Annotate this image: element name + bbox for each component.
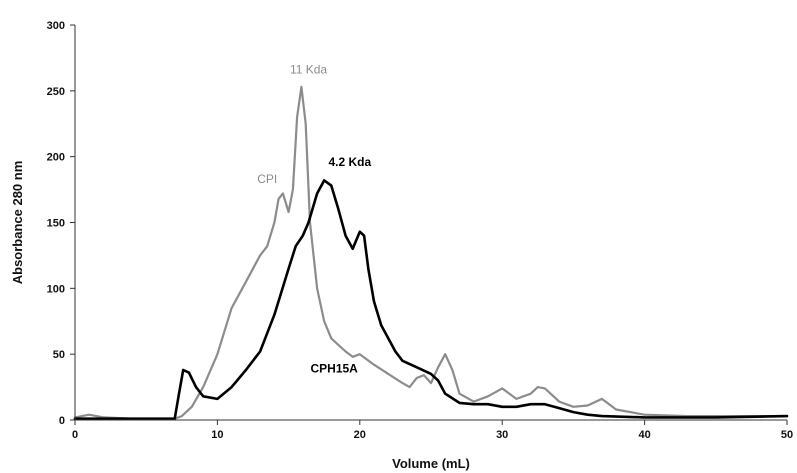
y-tick-label: 300 [47, 20, 65, 32]
annotations: 11 Kda 4.2 Kda CPI CPH15A [257, 63, 371, 376]
x-tick-label: 10 [211, 429, 223, 441]
x-axis-title: Volume (mL) [392, 456, 470, 471]
annotation-label: 11 Kda [290, 63, 327, 77]
x-tick-label: 0 [72, 429, 78, 441]
y-tick-label: 0 [59, 415, 65, 427]
annotation-label: CPI [257, 172, 277, 186]
y-axis-ticks: 0 50 100 150 200 250 300 [47, 20, 75, 427]
x-tick-label: 50 [781, 429, 793, 441]
x-axis-ticks: 0 10 20 30 40 50 [72, 420, 793, 441]
x-tick-label: 30 [496, 429, 508, 441]
y-tick-label: 150 [47, 218, 65, 230]
y-tick-label: 250 [47, 86, 65, 98]
y-tick-label: 100 [47, 283, 65, 295]
x-tick-label: 40 [638, 429, 650, 441]
annotation-label: CPH15A [310, 362, 358, 376]
plot-lines [73, 85, 789, 420]
series-line-cph15a [73, 179, 789, 420]
annotation-label: 4.2 Kda [328, 155, 371, 169]
y-tick-label: 200 [47, 152, 65, 164]
y-tick-label: 50 [53, 349, 65, 361]
x-tick-label: 20 [354, 429, 366, 441]
y-axis-title: Absorbance 280 nm [10, 161, 25, 285]
series-line-cpi [73, 85, 789, 420]
